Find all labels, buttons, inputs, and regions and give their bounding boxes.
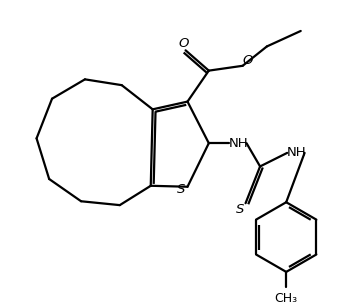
Text: CH₃: CH₃ <box>275 292 298 305</box>
Text: NH: NH <box>229 137 249 150</box>
Text: O: O <box>242 54 253 67</box>
Text: O: O <box>179 37 189 50</box>
Text: S: S <box>236 203 244 216</box>
Text: NH: NH <box>287 146 307 159</box>
Text: S: S <box>176 183 185 196</box>
